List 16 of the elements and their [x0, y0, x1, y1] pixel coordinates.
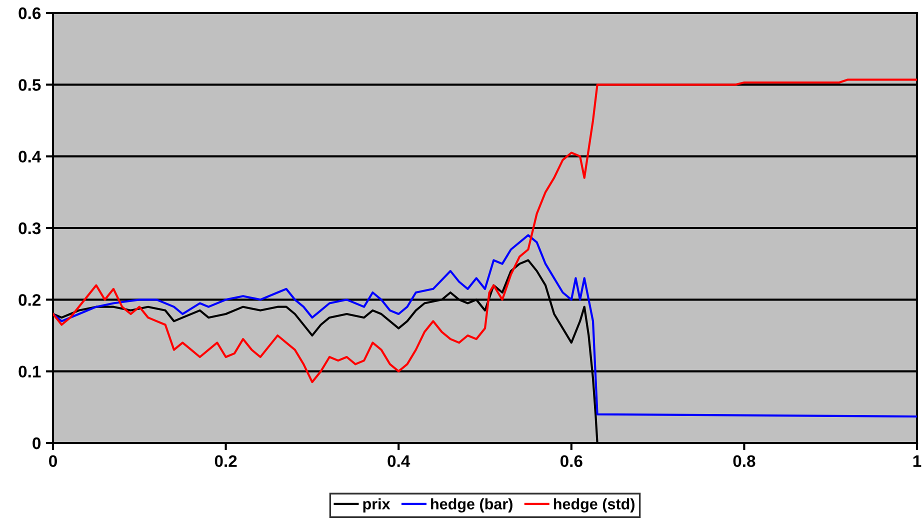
y-tick-label: 0.4 — [18, 150, 42, 163]
x-tick-label: 0.8 — [733, 455, 756, 468]
legend-label: hedge (bar) — [431, 498, 512, 513]
y-tick-label: 0.6 — [18, 7, 41, 20]
x-tick-label: 0.6 — [560, 455, 582, 468]
legend-label: prix — [363, 498, 390, 512]
x-tick-label: 0 — [49, 455, 57, 468]
y-tick-label: 0.2 — [18, 294, 41, 306]
x-tick-label: 0.2 — [214, 455, 237, 468]
x-tick-label: 0.4 — [388, 455, 410, 468]
y-tick-label: 0 — [32, 437, 41, 450]
y-tick-label: 0.3 — [18, 222, 41, 234]
legend-label: hedge (std) — [554, 498, 634, 513]
y-tick-label: 0.1 — [18, 366, 41, 378]
y-tick-label: 0.5 — [18, 79, 41, 91]
x-tick-label: 1 — [913, 455, 922, 467]
